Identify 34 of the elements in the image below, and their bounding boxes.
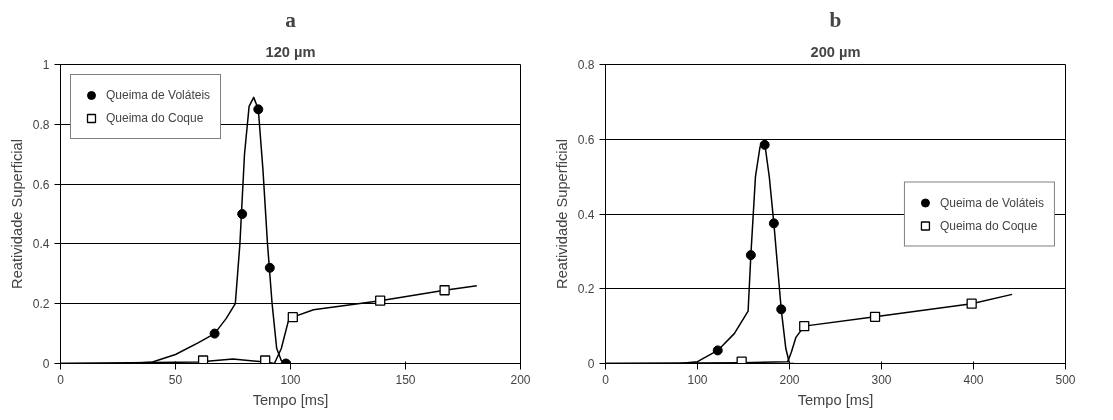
legend-label: Queima de Voláteis [939,195,1044,209]
y-tick-label: 0.2 [577,282,595,297]
y-tick-label: 0 [42,357,50,371]
legend-label: Queima de Voláteis [106,88,211,102]
y-axis-title: Reatividade Superficial [8,139,25,289]
x-tick-label: 300 [871,372,892,387]
x-tick-label: 100 [280,372,301,387]
y-tick-label: 0.4 [32,237,50,252]
y-tick-label: 0 [587,357,595,371]
legend-label: Queima do Coque [939,218,1038,232]
x-tick-label: 150 [395,372,416,387]
chart-title: b [829,7,842,32]
y-axis-title: Reatividade Superficial [553,139,570,289]
y-tick-label: 0.6 [32,177,50,192]
chart-title: a [285,7,297,32]
x-tick-label: 50 [168,372,183,387]
x-axis-title: Tempo [ms] [797,391,874,408]
y-tick-label: 0.2 [32,297,50,312]
y-tick-label: 0.8 [577,58,595,72]
chart-subtitle: 120 µm [265,43,316,60]
y-tick-label: 0.4 [577,207,595,222]
y-tick-label: 1 [42,58,50,72]
x-tick-label: 200 [779,372,800,387]
legend-label: Queima do Coque [106,111,204,125]
x-tick-label: 500 [1055,372,1076,387]
x-tick-label: 400 [963,372,984,387]
x-tick-label: 0 [57,372,65,387]
chart-subtitle: 200 µm [810,43,861,60]
x-tick-label: 0 [602,372,610,387]
y-tick-label: 0.6 [577,132,595,147]
x-axis-title: Tempo [ms] [252,391,329,408]
y-tick-label: 0.8 [32,117,50,132]
x-tick-label: 100 [687,372,708,387]
x-tick-label: 200 [510,372,531,387]
